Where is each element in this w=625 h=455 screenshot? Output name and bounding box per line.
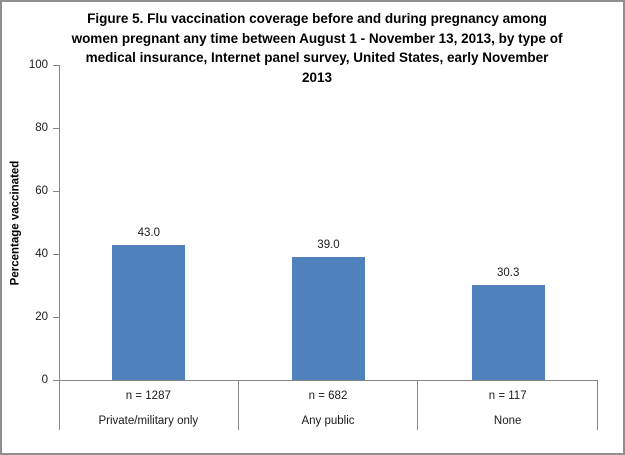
category-label: Private/military only <box>98 415 199 427</box>
y-axis-tick-mark <box>53 317 59 318</box>
y-axis-tick-label: 100 <box>28 59 48 71</box>
y-axis-tick-label: 80 <box>35 122 48 134</box>
y-axis-tick-mark <box>53 380 59 381</box>
bar-slot-any-public: 39.0 <box>239 65 419 380</box>
bar-value-label: 43.0 <box>137 226 161 239</box>
category-label: Any public <box>301 415 355 427</box>
category-sample-size: n = 117 <box>488 390 527 402</box>
y-axis-title-text: Percentage vaccinated <box>9 160 21 285</box>
y-axis-tick-label: 40 <box>35 248 48 260</box>
category-sample-size: n = 682 <box>308 390 348 402</box>
plot-area: 43.0 39.0 30.3 <box>59 65 598 380</box>
bar-value-label: 39.0 <box>317 239 340 252</box>
y-axis-tick-mark <box>53 254 59 255</box>
bar-slot-private-military: 43.0 <box>59 65 239 380</box>
y-axis-title: Percentage vaccinated <box>6 65 24 380</box>
bar-private-military-only: 43.0 <box>112 227 186 380</box>
bar-value-label: 30.3 <box>496 266 520 279</box>
y-axis-tick-label: 0 <box>41 374 48 386</box>
category-cell-none: n = 117 None <box>418 380 599 430</box>
category-label: None <box>493 415 522 427</box>
y-axis-line <box>59 65 60 430</box>
bar-slot-none: 30.3 <box>418 65 598 380</box>
y-axis-tick-label: 60 <box>35 185 48 197</box>
category-axis: n = 1287 Private/military only n = 682 A… <box>59 380 599 430</box>
y-axis-tick-mark <box>53 191 59 192</box>
chart-title: Figure 5. Flu vaccination coverage befor… <box>71 11 563 85</box>
category-cell-any-public: n = 682 Any public <box>239 380 419 430</box>
category-cell-private-military: n = 1287 Private/military only <box>59 380 239 430</box>
y-axis-tick-mark <box>53 128 59 129</box>
bar-any-public: 39.0 <box>292 239 365 380</box>
x-axis-line <box>59 380 598 381</box>
y-axis-tick-mark <box>53 65 59 66</box>
y-axis-tick-label: 20 <box>35 311 48 323</box>
bar-none: 30.3 <box>471 267 545 380</box>
category-sample-size: n = 1287 <box>125 390 171 402</box>
